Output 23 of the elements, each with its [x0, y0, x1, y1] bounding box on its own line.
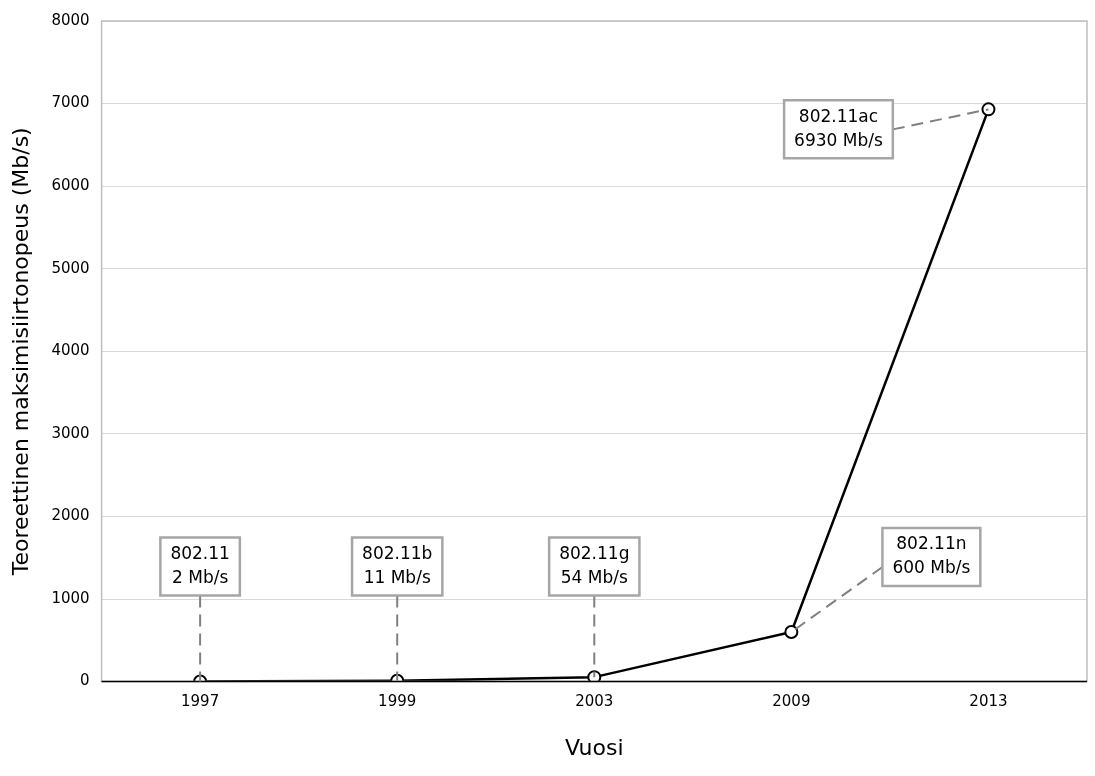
y-tick-label: 3000	[51, 423, 90, 442]
x-tick-label: 2009	[772, 692, 811, 711]
annotation: 802.11ac 6930 Mb/s	[794, 105, 883, 150]
y-tick-label: 1000	[51, 588, 90, 607]
y-tick-label: 6000	[51, 176, 90, 195]
y-tick-label: 2000	[51, 506, 90, 525]
y-tick-label: 0	[80, 671, 90, 690]
point	[587, 670, 602, 682]
x-tick-label: 2013	[969, 692, 1008, 711]
y-tick-label: 8000	[51, 10, 90, 29]
annotation: 802.11g 54 Mb/s	[559, 543, 630, 588]
x-tick-label: 2003	[575, 692, 614, 711]
y-tick-label: 5000	[51, 258, 90, 277]
annotation: 802.11b 11 Mb/s	[362, 543, 433, 588]
y-tick-label: 4000	[51, 341, 90, 360]
annotation: 802.11n 600 Mb/s	[892, 533, 971, 578]
point	[981, 102, 996, 117]
y-axis-title: Teoreettinen maksimisiirtonopeus (Mb/s)	[7, 127, 33, 577]
y-tick-label: 7000	[51, 93, 90, 112]
annotation: 802.11 2 Mb/s	[170, 543, 230, 588]
x-axis-title: Vuosi	[565, 734, 624, 760]
x-tick-label: 1999	[378, 692, 417, 711]
x-tick-label: 1997	[181, 692, 220, 711]
